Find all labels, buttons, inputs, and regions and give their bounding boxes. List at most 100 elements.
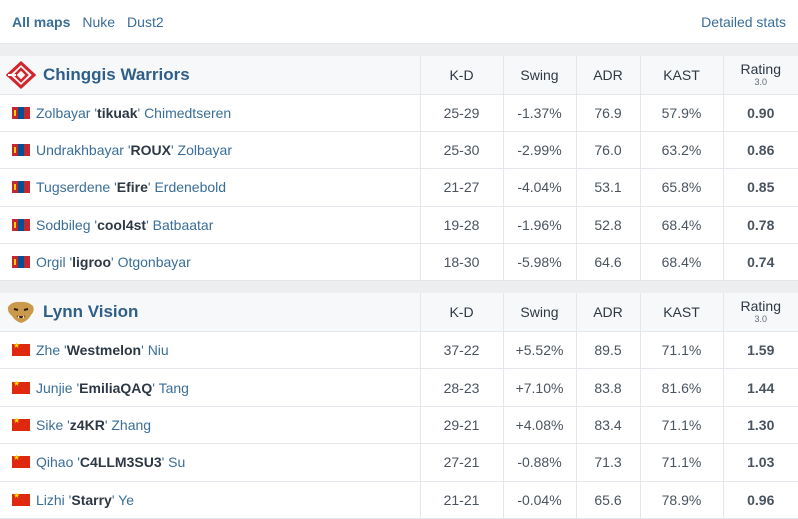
china-flag-icon <box>12 341 30 357</box>
rating-header: Rating 3.0 <box>722 56 798 95</box>
tab-nuke[interactable]: Nuke <box>82 13 116 30</box>
team-block-1: Lynn Vision K-D Swing ADR KAST Rating 3.0… <box>0 281 798 519</box>
player-nickname: z4KR <box>69 416 105 433</box>
player-nickname: Westmelon <box>66 342 142 359</box>
kd-value: 29-21 <box>419 406 503 445</box>
team-name[interactable]: Lynn Vision <box>43 302 139 322</box>
swing-value: +7.10% <box>502 368 576 407</box>
swing-value: -1.37% <box>502 94 576 132</box>
player-first-name: Qihao <box>36 454 74 471</box>
player-first-name: Orgil <box>36 254 66 271</box>
tab-all-maps[interactable]: All maps <box>12 13 71 30</box>
player-last-name: Batbaatar <box>152 216 214 233</box>
rating-value: 0.74 <box>722 243 798 282</box>
player-name-cell[interactable]: Zhe 'Westmelon' Niu <box>0 331 420 370</box>
player-nickname: ROUX <box>130 142 171 159</box>
player-first-name: Junjie <box>36 379 73 396</box>
lynn-vision-logo-icon <box>6 297 36 327</box>
player-name-cell[interactable]: Sodbileg 'cool4st' Batbaatar <box>0 206 420 245</box>
rating-value: 1.03 <box>722 443 798 482</box>
player-first-name: Sodbileg <box>36 216 91 233</box>
kast-header: KAST <box>639 56 723 95</box>
mongolia-flag-icon <box>12 218 30 231</box>
kast-value: 81.6% <box>639 368 723 407</box>
kast-header: KAST <box>639 293 723 332</box>
kd-header: K-D <box>419 56 503 95</box>
kast-value: 71.1% <box>639 406 723 445</box>
rating-value: 1.59 <box>722 331 798 370</box>
player-last-name: Niu <box>147 342 169 359</box>
tab-dust2[interactable]: Dust2 <box>127 13 164 30</box>
kast-value: 78.9% <box>639 481 723 519</box>
player-name-cell[interactable]: Sike 'z4KR' Zhang <box>0 406 420 445</box>
mongolia-flag-icon <box>12 181 30 194</box>
china-flag-icon <box>12 491 30 506</box>
swing-value: -4.04% <box>502 168 576 207</box>
player-name-cell[interactable]: Orgil 'ligroo' Otgonbayar <box>0 243 420 282</box>
swing-value: -2.99% <box>502 131 576 170</box>
team-name[interactable]: Chinggis Warriors <box>43 64 190 84</box>
table-header-row: Lynn Vision K-D Swing ADR KAST Rating 3.0 <box>0 293 798 332</box>
kd-value: 25-29 <box>419 94 503 132</box>
kast-value: 71.1% <box>639 331 723 370</box>
adr-value: 76.9 <box>575 94 640 132</box>
kd-header: K-D <box>419 293 503 332</box>
kast-value: 65.8% <box>639 168 723 207</box>
mongolia-flag-icon <box>12 106 30 119</box>
swing-value: -0.88% <box>502 443 576 482</box>
player-name-cell[interactable]: Zolbayar 'tikuak' Chimedtseren <box>0 94 420 132</box>
china-flag-icon <box>12 379 30 394</box>
player-nickname: EmiliaQAQ <box>79 379 153 396</box>
player-row: Zhe 'Westmelon' Niu 37-22 +5.52% 89.5 71… <box>0 331 798 370</box>
player-first-name: Tugserdene <box>36 179 111 196</box>
rating-value: 0.85 <box>722 168 798 207</box>
kd-value: 25-30 <box>419 131 503 170</box>
section-divider <box>0 44 798 56</box>
detailed-stats-link[interactable]: Detailed stats <box>701 13 786 30</box>
rating-header-label: Rating <box>740 60 781 77</box>
player-first-name: Undrakhbayar <box>36 142 124 159</box>
player-first-name: Zhe <box>36 342 61 359</box>
player-name-cell[interactable]: Undrakhbayar 'ROUX' Zolbayar <box>0 131 420 170</box>
rating-value: 0.86 <box>722 131 798 170</box>
player-nickname: tikuak <box>97 104 138 121</box>
china-flag-icon <box>12 416 30 431</box>
player-last-name: Erdenebold <box>154 179 227 196</box>
kd-value: 28-23 <box>419 368 503 407</box>
adr-value: 83.8 <box>575 368 640 407</box>
player-last-name: Ye <box>118 491 134 508</box>
player-name-cell[interactable]: Junjie 'EmiliaQAQ' Tang <box>0 368 420 407</box>
kast-value: 68.4% <box>639 243 723 282</box>
kd-value: 18-30 <box>419 243 503 282</box>
player-name-cell[interactable]: Lizhi 'Starry' Ye <box>0 481 420 519</box>
kd-value: 27-21 <box>419 443 503 482</box>
player-last-name: Su <box>168 454 186 471</box>
adr-value: 53.1 <box>575 168 640 207</box>
kast-value: 57.9% <box>639 94 723 132</box>
player-row: Sodbileg 'cool4st' Batbaatar 19-28 -1.96… <box>0 206 798 245</box>
rating-value: 1.44 <box>722 368 798 407</box>
player-row: Qihao 'C4LLM3SU3' Su 27-21 -0.88% 71.3 7… <box>0 443 798 482</box>
kd-value: 21-27 <box>419 168 503 207</box>
player-name-cell[interactable]: Qihao 'C4LLM3SU3' Su <box>0 443 420 482</box>
kd-value: 21-21 <box>419 481 503 519</box>
team-name-cell: Chinggis Warriors <box>0 56 420 95</box>
teams-container: Chinggis Warriors K-D Swing ADR KAST Rat… <box>0 44 798 519</box>
kd-value: 19-28 <box>419 206 503 245</box>
kd-value: 37-22 <box>419 331 503 370</box>
swing-header: Swing <box>502 293 576 332</box>
adr-value: 89.5 <box>575 331 640 370</box>
china-flag-icon <box>12 453 30 469</box>
rating-value: 0.78 <box>722 206 798 245</box>
player-name-cell[interactable]: Tugserdene 'Efire' Erdenebold <box>0 168 420 207</box>
adr-value: 76.0 <box>575 131 640 170</box>
chinggis-warriors-logo-icon <box>6 60 36 90</box>
rating-version-label: 3.0 <box>754 314 767 325</box>
adr-value: 71.3 <box>575 443 640 482</box>
mongolia-flag-icon <box>12 144 30 157</box>
swing-value: -5.98% <box>502 243 576 282</box>
player-row: Zolbayar 'tikuak' Chimedtseren 25-29 -1.… <box>0 94 798 132</box>
player-first-name: Sike <box>36 416 64 433</box>
player-last-name: Zhang <box>111 416 152 433</box>
swing-value: +5.52% <box>502 331 576 370</box>
